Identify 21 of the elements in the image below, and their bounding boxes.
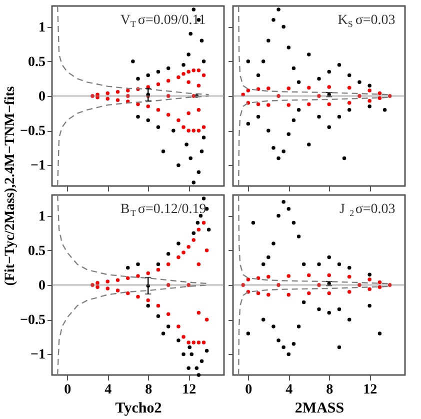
x-tick-label: 8: [145, 382, 152, 398]
x-tick-label: 12: [182, 382, 196, 398]
x-tick-label: 0: [245, 382, 252, 398]
x-tick-label: 4: [104, 382, 112, 398]
x-axis-title: 2MASS: [294, 400, 344, 416]
x-axis-title: Tycho2: [115, 400, 162, 416]
y-tick-label: −0.5: [20, 313, 46, 328]
y-tick-label: −1: [30, 158, 46, 174]
y-tick-label: 0: [38, 90, 46, 104]
y-tick-label: −0.5: [20, 124, 46, 140]
x-tick-label: 8: [326, 382, 334, 398]
y-tick-label: −1: [30, 348, 46, 363]
y-tick-label: 0: [38, 278, 46, 294]
x-tick-label: 12: [363, 382, 378, 398]
x-tick-label: 0: [64, 382, 72, 398]
y-tick-label: 0.5: [28, 244, 46, 259]
y-tick-label: 1: [38, 20, 46, 36]
y-axis-title: (Fit−Tyc/2Mass),2.4M−TNM−fits: [3, 86, 18, 286]
x-tick-label: 4: [286, 382, 293, 398]
y-tick-label: 0.5: [28, 54, 46, 70]
y-tick-label: 1: [38, 209, 46, 224]
